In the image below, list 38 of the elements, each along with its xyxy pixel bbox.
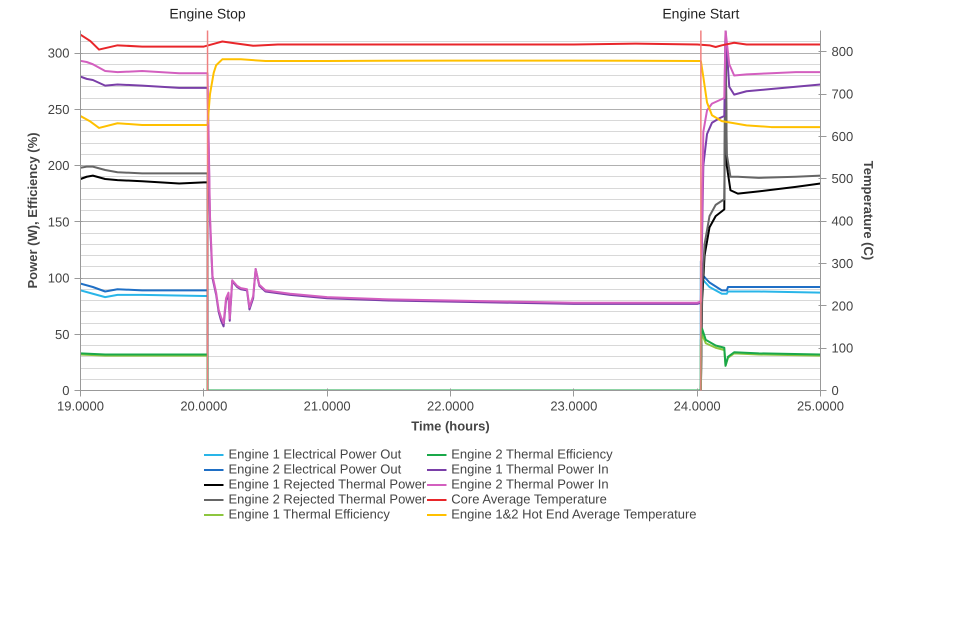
y2-tick-label: 400	[832, 214, 854, 229]
legend-label: Engine 2 Thermal Power In	[451, 476, 609, 492]
y2-tick-label: 0	[832, 383, 839, 398]
y-tick-label: 50	[55, 326, 70, 342]
x-tick-label: 21.0000	[304, 398, 351, 414]
legend-label: Engine 1 Rejected Thermal Power	[228, 476, 426, 492]
y-tick-label: 100	[48, 270, 70, 286]
y2-tick-label: 200	[832, 298, 854, 314]
y-axis-title: Power (W), Efficiency (%)	[24, 132, 40, 289]
x-tick-label: 20.0000	[180, 398, 228, 414]
legend-label: Engine 1&2 Hot End Average Temperature	[451, 506, 697, 522]
y2-tick-label: 700	[832, 86, 854, 102]
x-tick-label: 23.0000	[550, 398, 598, 414]
y-tick-label: 300	[48, 46, 70, 60]
x-tick-label: 19.0000	[57, 398, 104, 414]
y2-tick-label: 300	[832, 256, 854, 271]
y-tick-label: 150	[48, 214, 70, 230]
legend-label: Engine 2 Thermal Efficiency	[451, 446, 613, 462]
y2-tick-label: 100	[832, 340, 854, 356]
legend-label: Engine 2 Rejected Thermal Power	[228, 492, 426, 506]
x-tick-label: 25.0000	[797, 398, 844, 414]
legend-label: Engine 1 Thermal Power In	[451, 462, 609, 476]
y-tick-label: 250	[48, 102, 70, 117]
y-tick-label: 200	[48, 158, 70, 173]
ref-line-label: Engine Start	[662, 5, 740, 22]
ref-line-label: Engine Stop	[169, 5, 246, 22]
legend-label: Engine 2 Electrical Power Out	[228, 462, 402, 476]
x-axis-title: Time (hours)	[411, 418, 490, 434]
x-tick-label: 22.0000	[427, 398, 474, 414]
x-tick-label: 24.0000	[674, 398, 721, 414]
legend-label: Engine 1 Electrical Power Out	[228, 446, 402, 462]
legend-label: Core Average Temperature	[451, 492, 607, 506]
legend-label: Engine 1 Thermal Efficiency	[228, 506, 390, 522]
y2-axis-title: Temperature (C)	[861, 160, 876, 260]
y2-tick-label: 500	[832, 171, 854, 186]
y-tick-label: 0	[62, 383, 70, 398]
y2-tick-label: 800	[832, 44, 854, 60]
y2-tick-label: 600	[832, 128, 854, 144]
